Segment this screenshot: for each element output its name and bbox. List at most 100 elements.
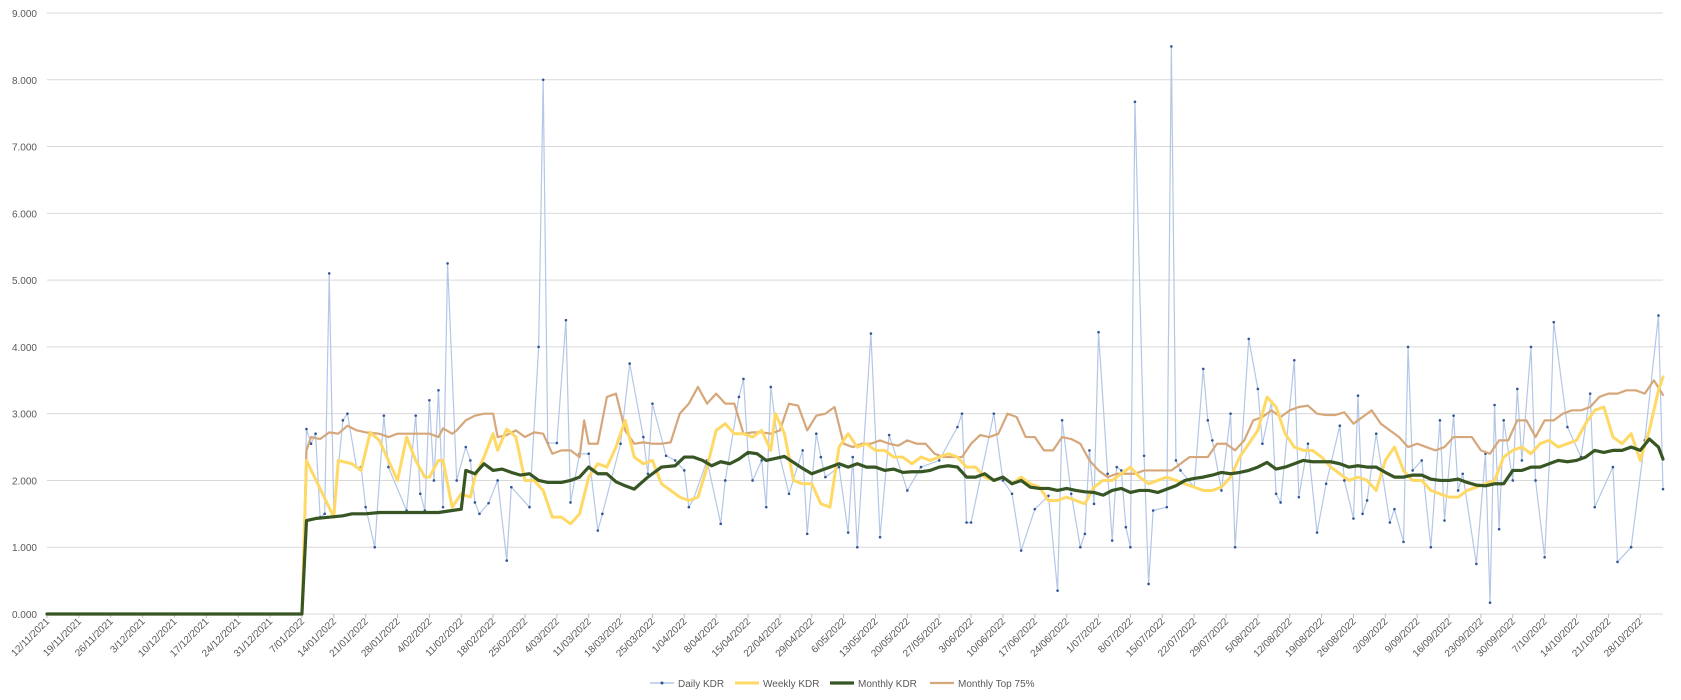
data-point [878, 535, 882, 539]
data-point [1520, 459, 1524, 462]
data-point [673, 459, 677, 462]
data-point [1529, 345, 1533, 349]
data-point [1201, 367, 1205, 371]
data-point [1497, 527, 1501, 531]
data-point [651, 402, 654, 405]
data-point [1657, 314, 1660, 317]
series-monthly-kdr [45, 437, 1665, 616]
data-point [1165, 505, 1169, 509]
data-point [555, 441, 559, 445]
data-point [1206, 419, 1210, 422]
data-point [1566, 425, 1569, 429]
data-point [619, 442, 622, 446]
data-point [1069, 492, 1073, 496]
data-point [642, 435, 645, 439]
data-point [1552, 320, 1556, 324]
data-point [1374, 432, 1378, 436]
data-point [1297, 495, 1301, 499]
data-point [683, 469, 686, 472]
legend-label: Monthly Top 75% [958, 679, 1035, 690]
data-point [537, 345, 540, 349]
data-point [1588, 392, 1592, 395]
data-point [1033, 507, 1037, 511]
data-point [1388, 521, 1392, 524]
data-point [1115, 465, 1119, 469]
data-point [327, 272, 331, 275]
data-point [1133, 100, 1137, 104]
data-point [1129, 545, 1132, 549]
data-point [846, 531, 850, 534]
data-point [837, 465, 841, 469]
data-point [528, 505, 531, 509]
series-line [46, 45, 1664, 615]
legend-item: Weekly KDR [735, 679, 820, 690]
data-point [1279, 501, 1282, 504]
y-axis-tick-labels: 0.000 1.000 2.000 3.000 4.000 5.000 6.000 7.000… [12, 9, 37, 621]
data-point [919, 465, 923, 469]
gridlines [47, 12, 1663, 615]
data-point [414, 414, 418, 417]
data-point [1456, 489, 1460, 492]
data-point [1493, 403, 1496, 407]
data-point [1120, 469, 1123, 472]
data-point [587, 452, 590, 456]
data-point [1511, 479, 1515, 482]
data-point [1079, 545, 1082, 549]
data-point [1488, 601, 1492, 604]
data-point [487, 501, 490, 505]
data-point [446, 262, 449, 265]
data-point [341, 419, 345, 422]
y-tick-label: 3.000 [12, 410, 37, 421]
data-point [992, 412, 996, 415]
data-point [1092, 502, 1096, 506]
data-point [1315, 531, 1319, 534]
data-point [1411, 469, 1414, 472]
data-point [601, 512, 604, 516]
data-point [1151, 509, 1155, 512]
data-point [1274, 492, 1278, 496]
data-point [305, 427, 308, 431]
data-point [541, 78, 545, 82]
data-point [1393, 507, 1396, 511]
data-point [1179, 469, 1182, 472]
data-point [323, 512, 326, 516]
series-monthly-top-75 [45, 379, 1665, 616]
data-point [364, 505, 367, 509]
legend-marker [660, 681, 664, 685]
legend-label: Monthly KDR [858, 679, 917, 690]
x-axis-tick-labels: 12/11/202119/11/202126/11/20213/12/20211… [9, 614, 1646, 660]
data-point [1629, 545, 1633, 549]
data-point [664, 454, 668, 458]
data-point [1110, 539, 1114, 542]
data-point [956, 425, 959, 429]
series-line [45, 379, 1665, 616]
data-point [473, 501, 477, 504]
legend-item: Monthly KDR [830, 679, 917, 690]
series-daily-kdr [45, 45, 1665, 616]
data-point [937, 459, 941, 462]
y-tick-label: 0.000 [12, 610, 37, 621]
data-point [1170, 45, 1173, 48]
data-point [1211, 439, 1214, 442]
legend-item: Monthly Top 75% [930, 679, 1035, 690]
data-point [1010, 492, 1014, 496]
data-point [1088, 449, 1091, 452]
series-line [45, 375, 1665, 616]
data-point [1406, 345, 1410, 349]
data-point [1106, 472, 1109, 476]
data-point [373, 545, 377, 549]
data-point [687, 505, 691, 509]
data-point [1060, 419, 1064, 422]
data-point [1661, 487, 1665, 491]
data-point [382, 414, 386, 417]
y-tick-label: 9.000 [12, 9, 37, 20]
series-weekly-kdr [45, 375, 1665, 616]
data-point [1616, 560, 1619, 564]
data-point [309, 442, 313, 446]
data-point [646, 472, 650, 476]
data-point [1220, 489, 1223, 492]
data-point [1502, 419, 1505, 422]
data-point [1516, 387, 1519, 391]
data-point [464, 445, 468, 449]
data-point [769, 385, 773, 389]
